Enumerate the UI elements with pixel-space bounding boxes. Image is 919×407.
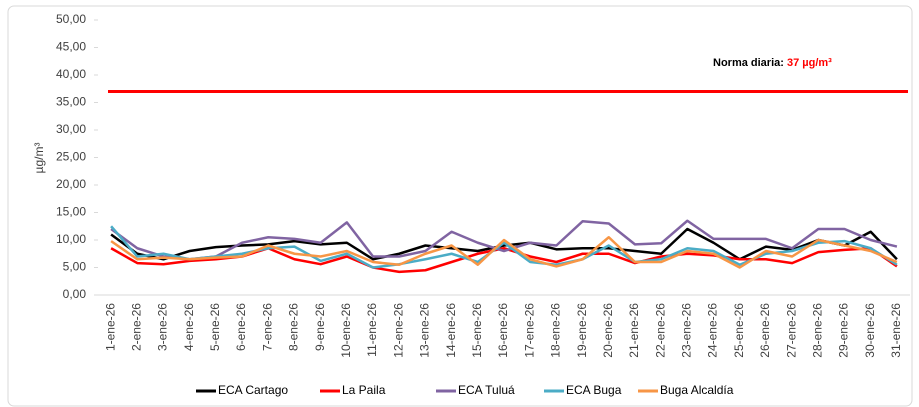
legend-label: ECA Tuluá xyxy=(458,383,515,397)
x-tick-label: 15-ene-26 xyxy=(470,303,484,358)
x-tick-label: 6-ene-26 xyxy=(234,303,248,351)
x-tick-label: 4-ene-26 xyxy=(182,303,196,351)
y-tick-label: 20,00 xyxy=(56,177,86,191)
y-tick-label: 45,00 xyxy=(56,40,86,54)
legend-label: La Paila xyxy=(342,383,386,397)
norm-annotation: Norma diaria: 37 µg/m³ xyxy=(713,57,832,69)
legend-label: Buga Alcaldía xyxy=(660,383,734,397)
y-tick-label: 35,00 xyxy=(56,95,86,109)
legend-label: ECA Cartago xyxy=(218,383,288,397)
y-axis-label: µg/m³ xyxy=(32,143,46,174)
x-tick-label: 31-ene-26 xyxy=(889,303,903,358)
x-tick-label: 3-ene-26 xyxy=(156,303,170,351)
x-tick-label: 5-ene-26 xyxy=(208,303,222,351)
norm-label: Norma diaria: xyxy=(713,57,784,69)
x-tick-label: 16-ene-26 xyxy=(496,303,510,358)
x-tick-label: 25-ene-26 xyxy=(732,303,746,358)
y-tick-label: 15,00 xyxy=(56,205,86,219)
x-tick-label: 18-ene-26 xyxy=(549,303,563,358)
y-tick-label: 40,00 xyxy=(56,67,86,81)
x-tick-label: 8-ene-26 xyxy=(287,303,301,351)
x-tick-label: 29-ene-26 xyxy=(837,303,851,358)
norm-value-label: 37 µg/m³ xyxy=(787,57,832,69)
y-tick-label: 25,00 xyxy=(56,150,86,164)
x-tick-label: 7-ene-26 xyxy=(260,303,274,351)
x-tick-label: 11-ene-26 xyxy=(365,303,379,357)
chart-frame xyxy=(7,5,913,407)
x-tick-label: 17-ene-26 xyxy=(522,303,536,358)
x-tick-label: 24-ene-26 xyxy=(706,303,720,358)
x-tick-label: 30-ene-26 xyxy=(863,303,877,358)
x-tick-label: 23-ene-26 xyxy=(680,303,694,358)
series-line xyxy=(110,236,898,269)
x-tick-label: 9-ene-26 xyxy=(313,303,327,351)
x-tick-label: 26-ene-26 xyxy=(758,303,772,358)
x-tick-label: 10-ene-26 xyxy=(339,303,353,358)
x-tick-label: 13-ene-26 xyxy=(418,303,432,358)
x-tick-label: 1-ene-26 xyxy=(103,303,117,351)
series-line xyxy=(110,225,898,269)
x-tick-label: 21-ene-26 xyxy=(627,303,641,358)
series-line xyxy=(110,219,898,261)
y-tick-label: 0,00 xyxy=(63,287,87,301)
x-tick-label: 12-ene-26 xyxy=(391,303,405,358)
x-tick-label: 28-ene-26 xyxy=(810,303,824,358)
y-tick-label: 5,00 xyxy=(63,260,87,274)
x-tick-label: 19-ene-26 xyxy=(575,303,589,358)
y-tick-label: 10,00 xyxy=(56,232,86,246)
x-tick-label: 20-ene-26 xyxy=(601,303,615,358)
x-tick-label: 2-ene-26 xyxy=(129,303,143,351)
y-tick-label: 30,00 xyxy=(56,122,86,136)
x-tick-label: 14-ene-26 xyxy=(444,303,458,358)
series-line xyxy=(110,227,898,261)
x-tick-label: 22-ene-26 xyxy=(653,303,667,358)
y-tick-label: 50,00 xyxy=(56,12,86,26)
x-tick-label: 27-ene-26 xyxy=(784,303,798,358)
legend-label: ECA Buga xyxy=(566,383,622,397)
